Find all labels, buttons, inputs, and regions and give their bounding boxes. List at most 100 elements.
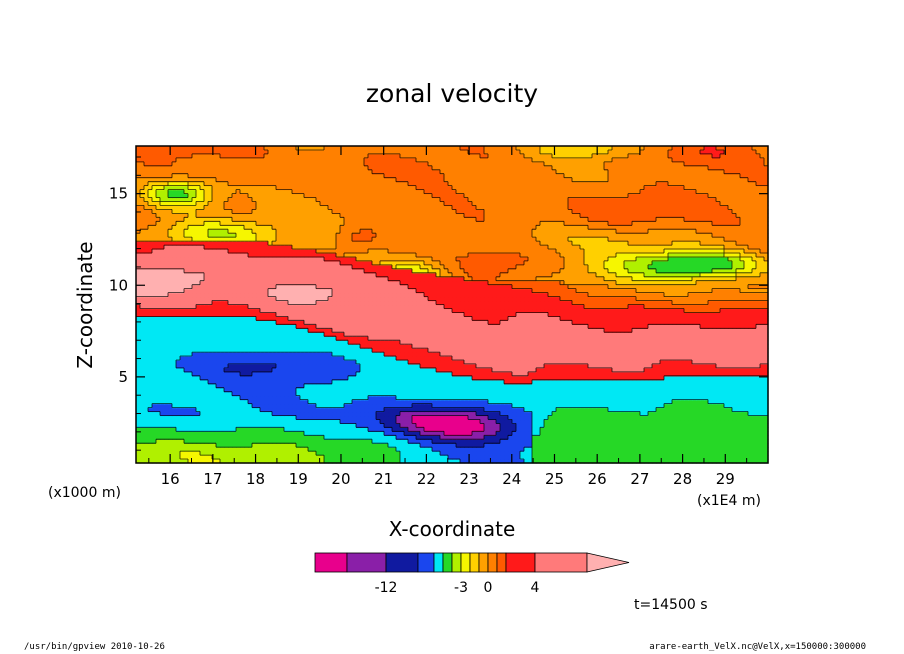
field-cell xyxy=(368,455,373,460)
field-cell xyxy=(360,431,365,436)
field-cell xyxy=(728,407,733,413)
field-cell xyxy=(292,379,297,385)
field-cell xyxy=(204,359,209,365)
field-cell xyxy=(192,391,197,397)
field-cell xyxy=(544,415,549,421)
field-cell xyxy=(684,395,689,401)
field-cell xyxy=(272,340,277,345)
field-cell xyxy=(540,423,545,428)
field-cell xyxy=(444,375,449,381)
field-cell xyxy=(264,356,269,361)
field-cell xyxy=(696,439,701,444)
field-cell xyxy=(472,419,477,424)
field-cell xyxy=(320,411,325,417)
field-cell xyxy=(156,411,161,417)
field-cell xyxy=(588,352,593,357)
field-cell xyxy=(412,411,417,417)
field-cell xyxy=(752,375,757,381)
field-cell xyxy=(696,399,701,405)
field-cell xyxy=(560,371,565,377)
field-cell xyxy=(756,395,761,401)
field-cell xyxy=(260,344,265,349)
field-cell xyxy=(716,391,721,397)
field-cell xyxy=(280,447,285,452)
field-cell xyxy=(500,387,505,393)
field-cell xyxy=(672,447,677,452)
field-cell xyxy=(148,407,153,413)
field-cell xyxy=(496,443,501,448)
field-cell xyxy=(140,403,145,409)
field-cell xyxy=(724,387,729,393)
field-cell xyxy=(360,359,365,365)
field-cell xyxy=(628,379,633,385)
field-cell xyxy=(700,367,705,373)
field-cell xyxy=(588,403,593,409)
field-cell xyxy=(760,415,765,421)
field-cell xyxy=(208,403,213,409)
field-cell xyxy=(292,439,297,444)
field-cell xyxy=(684,383,689,389)
field-cell xyxy=(320,423,325,428)
field-cell xyxy=(740,415,745,421)
field-cell xyxy=(180,411,185,417)
field-cell xyxy=(308,455,313,460)
field-cell xyxy=(536,415,541,421)
field-cell xyxy=(388,356,393,361)
field-cell xyxy=(500,455,505,460)
field-cell xyxy=(756,399,761,405)
field-cell xyxy=(340,423,345,428)
field-cell xyxy=(244,459,249,464)
field-cell xyxy=(192,435,197,440)
field-cell xyxy=(184,419,189,424)
field-cell xyxy=(280,367,285,373)
field-cell xyxy=(732,427,737,432)
field-cell xyxy=(484,455,489,460)
field-cell xyxy=(156,431,161,436)
field-cell xyxy=(144,379,149,385)
field-cell xyxy=(160,348,165,353)
field-cell xyxy=(468,403,473,409)
field-cell xyxy=(732,379,737,385)
field-cell xyxy=(352,387,357,393)
field-cell xyxy=(480,356,485,361)
field-cell xyxy=(628,359,633,365)
field-cell xyxy=(384,387,389,393)
field-cell xyxy=(440,399,445,405)
field-cell xyxy=(196,451,201,456)
field-cell xyxy=(352,407,357,413)
field-cell xyxy=(164,348,169,353)
field-cell xyxy=(188,363,193,369)
field-cell xyxy=(720,391,725,397)
field-cell xyxy=(156,395,161,401)
field-cell xyxy=(308,352,313,357)
field-cell xyxy=(352,391,357,397)
field-cell xyxy=(348,427,353,432)
field-cell xyxy=(748,427,753,432)
field-cell xyxy=(240,367,245,373)
field-cell xyxy=(464,387,469,393)
field-cell xyxy=(200,363,205,369)
field-cell xyxy=(224,439,229,444)
field-cell xyxy=(272,407,277,413)
field-cell xyxy=(396,431,401,436)
field-cell xyxy=(724,391,729,397)
field-cell xyxy=(704,423,709,428)
field-cell xyxy=(192,407,197,413)
field-cell xyxy=(496,356,501,361)
field-cell xyxy=(300,451,305,456)
field-cell xyxy=(696,363,701,369)
field-cell xyxy=(392,367,397,373)
field-cell xyxy=(232,340,237,345)
field-cell xyxy=(544,340,549,345)
field-cell xyxy=(472,403,477,409)
field-cell xyxy=(512,336,517,341)
field-cell xyxy=(512,391,517,397)
field-cell xyxy=(420,427,425,432)
field-cell xyxy=(436,363,441,369)
field-cell xyxy=(500,431,505,436)
field-cell xyxy=(632,375,637,381)
field-cell xyxy=(748,451,753,456)
field-cell xyxy=(604,371,609,377)
field-cell xyxy=(680,391,685,397)
field-cell xyxy=(284,455,289,460)
